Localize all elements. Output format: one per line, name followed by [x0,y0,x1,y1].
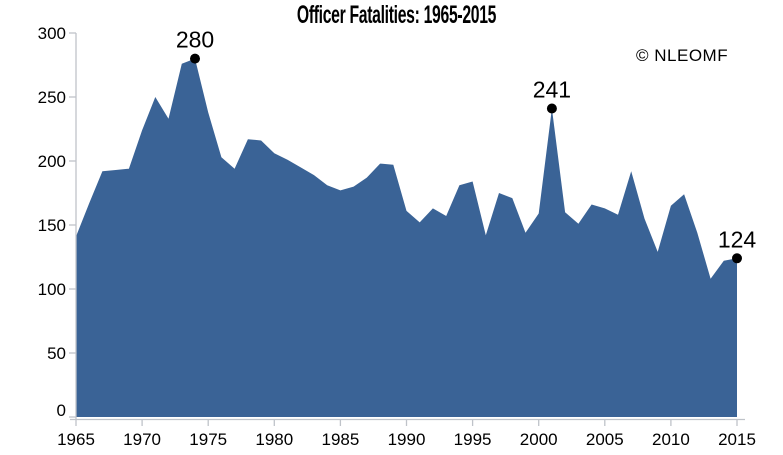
y-axis-label: 250 [38,88,66,107]
y-axis-label: 50 [47,344,66,363]
x-axis-label: 1965 [57,430,95,449]
x-axis-label: 2015 [718,430,756,449]
x-axis-label: 1970 [123,430,161,449]
annotation-label: 241 [533,77,571,103]
x-axis-label: 1980 [255,430,293,449]
annotation-label: 280 [176,27,214,53]
chart-title: Officer Fatalities: 1965-2015 [296,1,497,29]
copyright-label: © NLEOMF [636,46,729,65]
x-axis-label: 1985 [321,430,359,449]
annotation-dot [732,253,742,264]
y-axis-label: 150 [38,216,66,235]
x-axis-label: 1995 [454,430,492,449]
x-axis-label: 2010 [652,430,690,449]
annotation-dot [546,103,557,114]
y-axis-label: 200 [38,152,66,171]
x-axis-label: 2005 [586,430,624,449]
annotation-dot [190,53,200,64]
x-axis-label: 2000 [520,430,558,449]
y-axis-label: 0 [57,401,66,420]
y-axis-label: 100 [38,280,66,299]
x-axis-label: 1975 [189,430,227,449]
annotation-label: 124 [718,226,757,252]
x-axis-label: 1990 [388,430,426,449]
area-series [76,58,737,417]
y-axis-label: 300 [38,24,66,43]
